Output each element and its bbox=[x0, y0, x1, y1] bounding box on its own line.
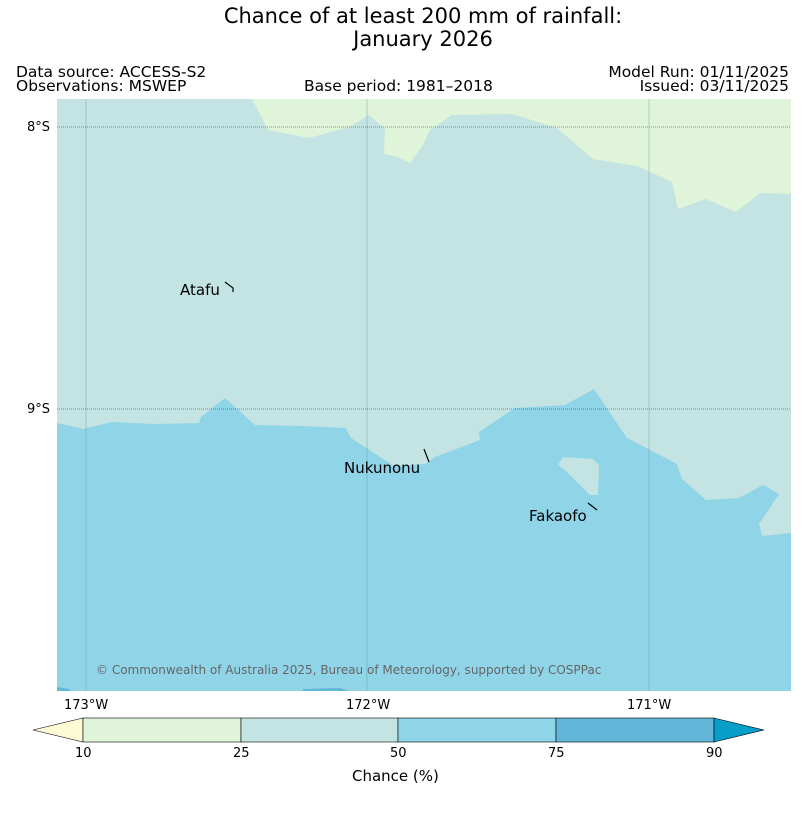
colorbar bbox=[32, 717, 765, 743]
base-period-text: Base period: 1981–2018 bbox=[304, 77, 493, 95]
band-75-90-fragment bbox=[303, 688, 349, 691]
map-title-line1: Chance of at least 200 mm of rainfall: bbox=[223, 4, 623, 28]
place-label-atafu: Atafu bbox=[180, 281, 220, 299]
model-run-text: Model Run: 01/11/2025 bbox=[608, 63, 789, 81]
lat-gridlines bbox=[57, 126, 791, 410]
colorbar-tick-90: 90 bbox=[706, 746, 723, 761]
map-title-line2: January 2026 bbox=[353, 27, 493, 51]
atafu-marker bbox=[224, 281, 234, 292]
colorbar-tick-50: 50 bbox=[390, 746, 407, 761]
graticule bbox=[85, 99, 650, 691]
lat-label-8s: 8°S bbox=[27, 120, 51, 135]
colorbar-segment-75-90 bbox=[555, 717, 715, 743]
rainfall-map: Atafu Nukunonu Fakaofo © Commonwealth of… bbox=[57, 99, 791, 691]
lat-label-9s: 9°S bbox=[27, 402, 51, 417]
colorbar-tick-25: 25 bbox=[233, 746, 250, 761]
nukunonu-marker bbox=[423, 448, 430, 463]
band-75-90-fragment bbox=[57, 687, 71, 691]
colorbar-extend-low bbox=[32, 717, 84, 743]
data-source-text: Data source: ACCESS-S2 bbox=[16, 63, 207, 81]
colorbar-segment-10-25 bbox=[82, 717, 242, 743]
band-25-50-island bbox=[558, 457, 599, 495]
band-25-50 bbox=[57, 99, 791, 536]
lon-label-173w: 173°W bbox=[64, 698, 109, 713]
colorbar-tick-10: 10 bbox=[75, 746, 92, 761]
place-label-nukunonu: Nukunonu bbox=[344, 459, 421, 477]
issued-text: Issued: 03/11/2025 bbox=[639, 77, 789, 95]
map-canvas bbox=[57, 99, 791, 691]
fakaofo-marker bbox=[587, 502, 598, 511]
colorbar-label: Chance (%) bbox=[352, 767, 439, 785]
copyright-notice: © Commonwealth of Australia 2025, Bureau… bbox=[96, 663, 602, 677]
colorbar-segment-25-50 bbox=[240, 717, 399, 743]
lon-label-171w: 171°W bbox=[627, 698, 672, 713]
observations-text: Observations: MSWEP bbox=[16, 77, 187, 95]
band-10-25 bbox=[252, 99, 791, 212]
colorbar-extend-high bbox=[713, 717, 765, 743]
place-label-fakaofo: Fakaofo bbox=[529, 507, 587, 525]
lon-label-172w: 172°W bbox=[346, 698, 391, 713]
colorbar-segment-50-75 bbox=[397, 717, 557, 743]
colorbar-tick-75: 75 bbox=[548, 746, 565, 761]
